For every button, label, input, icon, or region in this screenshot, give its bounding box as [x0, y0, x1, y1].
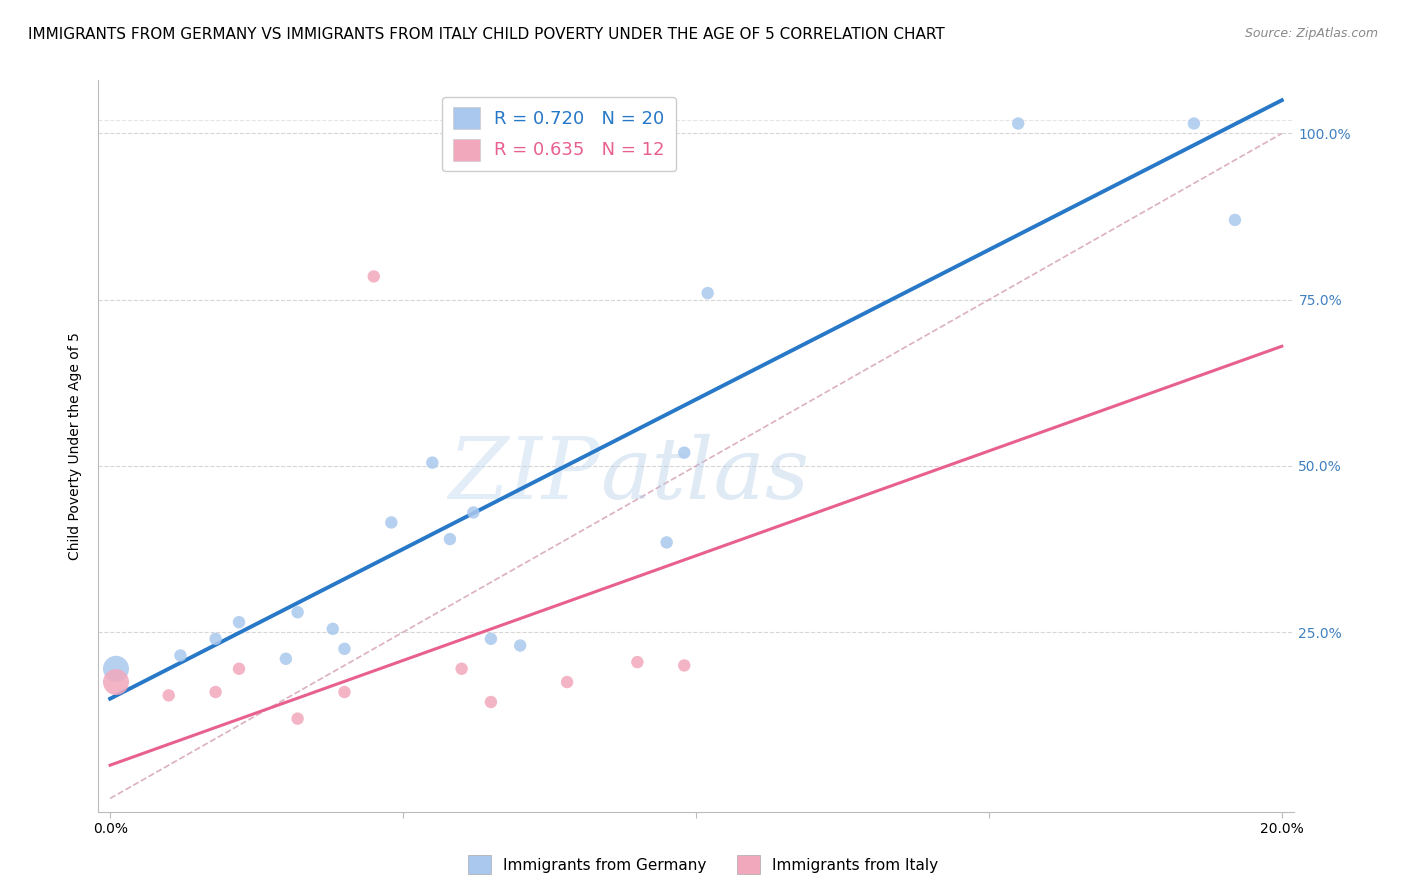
Point — [228, 615, 250, 630]
Point — [157, 689, 180, 703]
Point — [274, 652, 297, 666]
Y-axis label: Child Poverty Under the Age of 5: Child Poverty Under the Age of 5 — [69, 332, 83, 560]
Point — [479, 632, 502, 646]
Point — [422, 456, 444, 470]
Legend: R = 0.720   N = 20, R = 0.635   N = 12: R = 0.720 N = 20, R = 0.635 N = 12 — [441, 96, 676, 171]
Text: IMMIGRANTS FROM GERMANY VS IMMIGRANTS FROM ITALY CHILD POVERTY UNDER THE AGE OF : IMMIGRANTS FROM GERMANY VS IMMIGRANTS FR… — [28, 27, 945, 42]
Text: Source: ZipAtlas.com: Source: ZipAtlas.com — [1244, 27, 1378, 40]
Point — [228, 662, 250, 676]
Point — [1007, 116, 1029, 130]
Point — [333, 685, 356, 699]
Point — [673, 658, 696, 673]
Point — [287, 605, 309, 619]
Point — [322, 622, 344, 636]
Point — [626, 655, 648, 669]
Point — [479, 695, 502, 709]
Point — [363, 269, 385, 284]
Point — [333, 641, 356, 656]
Point — [1182, 116, 1205, 130]
Point — [105, 662, 128, 676]
Point — [439, 532, 461, 546]
Point — [696, 286, 718, 301]
Point — [673, 445, 696, 459]
Point — [204, 685, 226, 699]
Point — [169, 648, 191, 663]
Point — [555, 675, 578, 690]
Text: ZIP: ZIP — [449, 434, 600, 516]
Point — [204, 632, 226, 646]
Point — [463, 506, 485, 520]
Point — [105, 675, 128, 690]
Point — [1223, 213, 1246, 227]
Legend: Immigrants from Germany, Immigrants from Italy: Immigrants from Germany, Immigrants from… — [461, 849, 945, 880]
Point — [655, 535, 678, 549]
Point — [287, 712, 309, 726]
Point — [450, 662, 472, 676]
Text: atlas: atlas — [600, 434, 810, 516]
Point — [380, 516, 402, 530]
Point — [509, 639, 531, 653]
